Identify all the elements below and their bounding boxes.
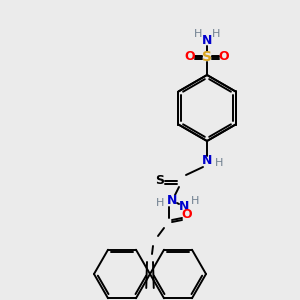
Text: O: O	[182, 208, 192, 221]
Text: O: O	[219, 50, 229, 64]
Text: N: N	[202, 154, 212, 167]
Text: S: S	[202, 50, 212, 64]
Text: H: H	[156, 198, 164, 208]
Text: H: H	[212, 29, 220, 39]
Text: H: H	[191, 196, 199, 206]
Text: H: H	[215, 158, 223, 168]
Text: N: N	[167, 194, 177, 208]
Text: N: N	[179, 200, 189, 212]
Text: H: H	[194, 29, 202, 39]
Text: N: N	[202, 34, 212, 47]
Text: S: S	[155, 175, 164, 188]
Text: O: O	[185, 50, 195, 64]
